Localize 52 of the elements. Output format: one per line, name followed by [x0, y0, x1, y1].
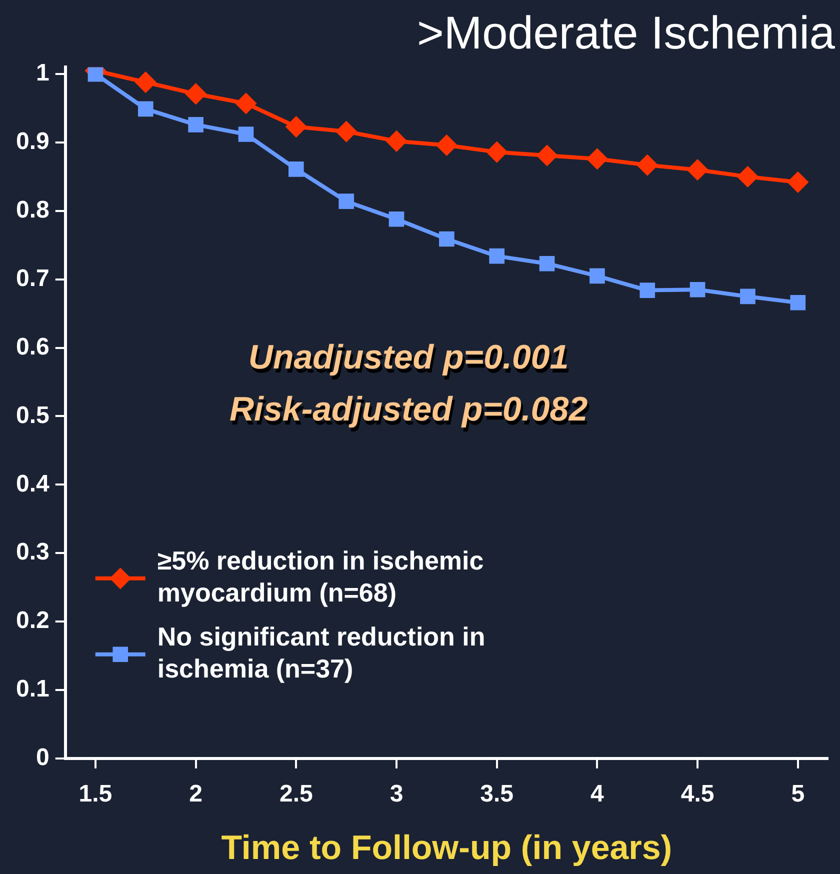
- y-tick-label: 0.3: [16, 538, 50, 566]
- point: [138, 101, 154, 117]
- y-tick-label: 0.5: [16, 402, 50, 429]
- point: [338, 194, 354, 209]
- legend-label: No significant reduction in ischemia (n=37): [157, 622, 486, 684]
- point: [136, 72, 156, 92]
- point: [640, 282, 656, 298]
- point: [336, 122, 356, 142]
- point: [788, 172, 808, 192]
- x-axis-title: Time to Follow-up (in years): [221, 828, 672, 867]
- legend-label: ≥5% reduction in ischemic myocardium (n=68): [157, 546, 484, 608]
- point: [537, 145, 558, 166]
- point: [590, 268, 605, 284]
- y-tick-label: 0.2: [16, 607, 50, 634]
- x-tick-label: 4: [590, 780, 605, 808]
- point: [186, 84, 206, 104]
- point: [637, 155, 658, 176]
- point: [539, 256, 555, 272]
- point: [286, 116, 306, 137]
- y-tick-label: 0.9: [16, 128, 50, 156]
- point: [740, 288, 756, 304]
- point: [386, 131, 407, 152]
- x-tick-label: 3: [390, 780, 404, 808]
- point: [188, 117, 204, 132]
- y-tick-label: 0.8: [16, 196, 50, 224]
- x-tick-label: 5: [791, 780, 805, 808]
- point: [236, 93, 256, 114]
- point: [88, 67, 104, 82]
- point: [238, 126, 254, 142]
- point: [486, 142, 507, 162]
- point: [587, 148, 608, 169]
- point: [688, 160, 708, 180]
- y-tick-label: 0: [36, 744, 50, 772]
- point: [690, 282, 706, 298]
- x-tick-label: 2: [189, 780, 202, 808]
- point: [738, 166, 758, 187]
- point: [288, 162, 304, 177]
- y-tick-label: 0.1: [16, 676, 50, 703]
- x-tick-label: 4.5: [680, 780, 714, 808]
- point: [790, 294, 806, 310]
- y-tick-label: 1: [36, 60, 50, 87]
- y-tick-label: 0.7: [16, 264, 50, 292]
- point: [388, 211, 404, 227]
- x-tick-label: 2.5: [279, 780, 313, 808]
- point: [436, 135, 457, 156]
- chart-title: >Moderate Ischemia: [416, 6, 836, 58]
- point: [439, 231, 454, 247]
- point: [489, 248, 505, 264]
- y-tick-label: 0.4: [16, 470, 50, 498]
- y-tick-label: 0.6: [16, 333, 50, 360]
- x-tick-label: 3.5: [480, 780, 514, 808]
- x-tick-label: 1.5: [78, 780, 112, 808]
